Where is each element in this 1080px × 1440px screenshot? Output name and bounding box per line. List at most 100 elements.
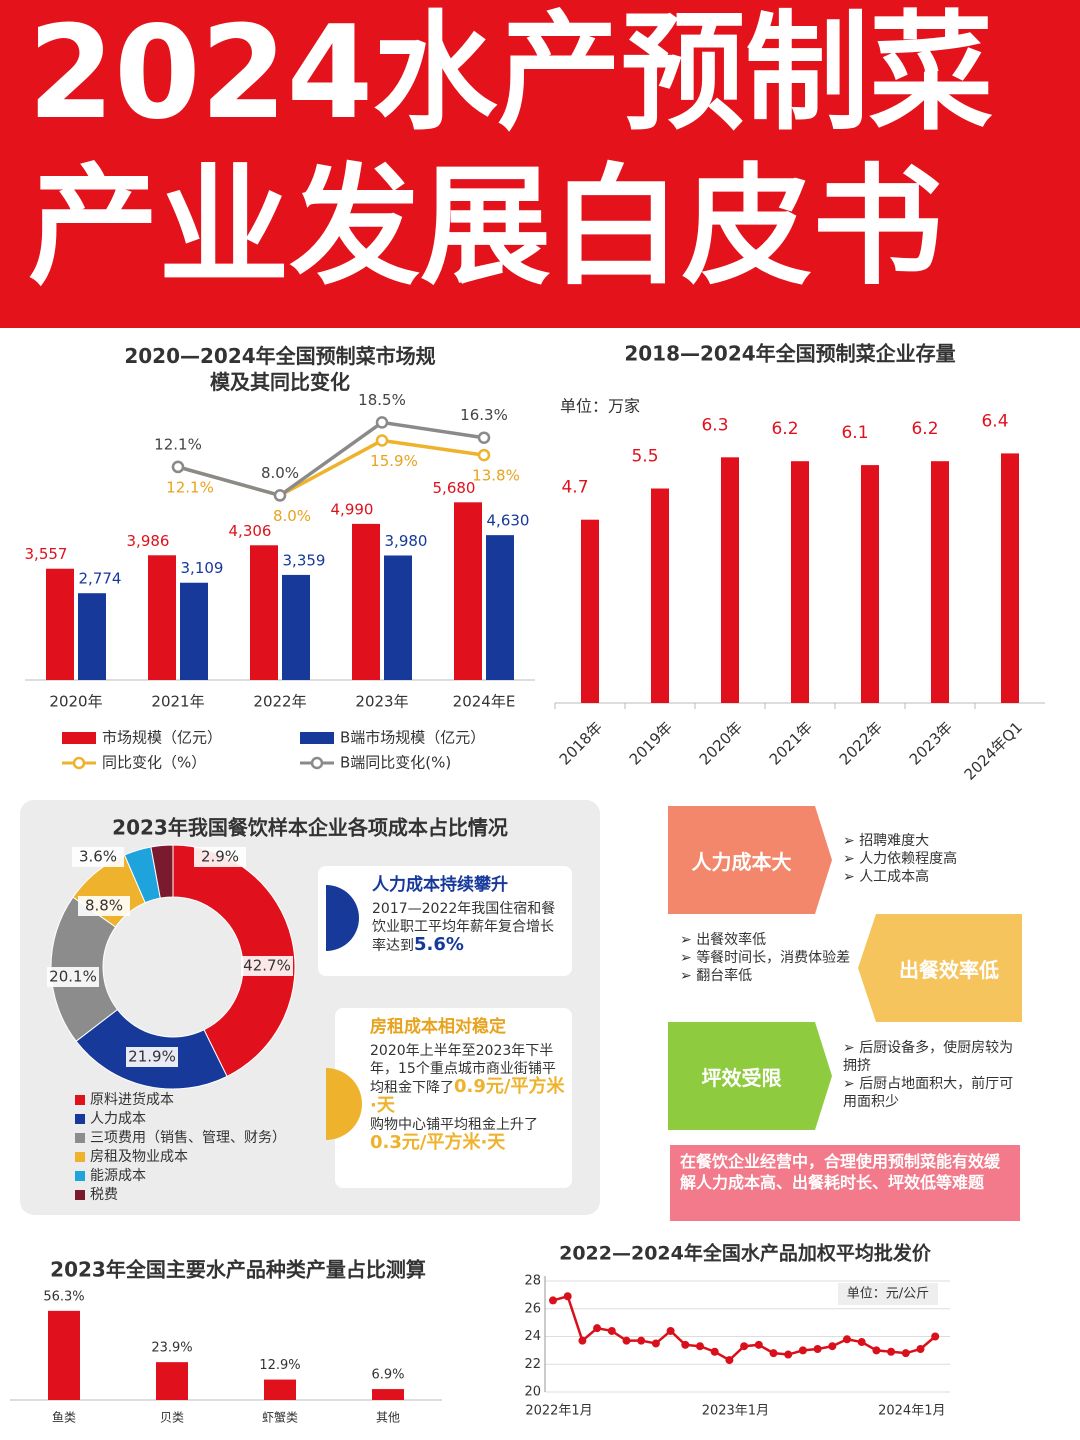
x-tick-label: 鱼类 <box>52 1411 76 1425</box>
note-text: 购物中心铺平均租金上升了 <box>370 1117 538 1133</box>
note-text: 2020年上半年至2023年下半年，15个重点城市商业街铺平均租金下降了 <box>370 1043 556 1096</box>
bar <box>721 457 739 703</box>
point <box>872 1346 881 1355</box>
x-tick-label: 2023年 <box>355 693 408 711</box>
value-label: 6.2 <box>911 419 938 439</box>
point <box>725 1356 734 1365</box>
x-tick-label: 2020年 <box>49 693 102 711</box>
legend-label: 能源成本 <box>90 1168 146 1184</box>
label-bg <box>78 896 130 916</box>
value-label: 5.5 <box>631 447 658 467</box>
pain-list: 后厨设备多，使厨房较为拥挤 后厨占地面积大，前厅可用面积少 <box>843 1039 1015 1111</box>
note-box <box>318 866 572 976</box>
note-highlight: 5.6% <box>414 934 464 955</box>
value-label: 12.1% <box>154 435 202 453</box>
label-bg <box>72 847 124 867</box>
point <box>931 1332 940 1341</box>
note-highlight: 0.9元/平方米·天 <box>370 1076 565 1116</box>
bar <box>931 461 949 703</box>
bar <box>486 535 514 680</box>
unit-label: 单位：元/公斤 <box>847 1287 929 1302</box>
label-bg <box>47 967 99 987</box>
conclusion: 在餐饮企业经营中，合理使用预制菜能有效缓解人力成本高、出餐耗时长、坪效低等难题 <box>680 1152 1001 1192</box>
bar <box>48 1310 80 1400</box>
value-label: 4,306 <box>229 522 272 540</box>
pain-item: 翻台率低 <box>680 967 852 985</box>
value-label: 3,986 <box>127 532 170 550</box>
bar <box>651 488 669 703</box>
unit-label: 单位：万家 <box>560 397 640 416</box>
bar <box>46 568 74 680</box>
point <box>696 1342 704 1351</box>
point <box>784 1350 793 1359</box>
point <box>710 1347 719 1356</box>
point <box>563 1292 572 1301</box>
legend-label: 三项费用（销售、管理、财务） <box>90 1130 286 1146</box>
point <box>901 1349 910 1358</box>
point <box>798 1346 807 1355</box>
pain-box <box>858 914 1022 1022</box>
bar <box>1001 453 1019 703</box>
value-label: 6.4 <box>981 411 1008 431</box>
bar <box>861 465 879 703</box>
note-text: 2017—2022年我国住宿和餐饮业职工平均年薪年复合增长率达到 <box>372 901 556 954</box>
point <box>549 1296 557 1305</box>
point <box>740 1342 749 1351</box>
value-label: 4.7 <box>561 478 588 498</box>
bar <box>180 582 208 680</box>
value-label: 21.9% <box>128 1048 176 1066</box>
legend-swatch <box>75 1190 85 1200</box>
value-label: 4,630 <box>487 512 530 530</box>
bar <box>78 593 106 680</box>
chart-title: 2023年我国餐饮样本企业各项成本占比情况 <box>112 816 508 840</box>
value-label: 3,557 <box>25 545 68 563</box>
point <box>273 489 287 502</box>
chart-title: 2018—2024年全国预制菜企业存量 <box>624 342 955 366</box>
chart-title: 2020—2024年全国预制菜市场规模及其同比变化 <box>124 344 436 394</box>
x-tick-label: 2020年 <box>696 718 746 768</box>
x-tick-label: 2019年 <box>626 718 676 768</box>
point <box>887 1347 896 1356</box>
value-label: 56.3% <box>43 1289 84 1304</box>
bar <box>352 523 380 680</box>
legend-swatch <box>310 756 324 770</box>
legend-label: 同比变化（%） <box>102 754 206 772</box>
pain-item: 招聘难度大 <box>843 832 1013 850</box>
note-title: 房租成本相对稳定 <box>370 1017 506 1037</box>
value-label: 3,359 <box>283 551 326 569</box>
legend-swatch <box>75 1133 85 1143</box>
point <box>754 1340 763 1349</box>
point <box>843 1335 851 1344</box>
value-label: 6.9% <box>371 1368 404 1383</box>
legend-swatch <box>300 732 334 744</box>
legend-swatch <box>75 1171 85 1181</box>
point <box>769 1349 778 1358</box>
pain-label: 出餐效率低 <box>899 957 999 982</box>
point <box>622 1336 631 1345</box>
bar <box>581 519 599 703</box>
bar <box>454 502 482 680</box>
x-tick-label: 虾蟹类 <box>262 1410 298 1425</box>
header-bg <box>0 0 1080 328</box>
value-label: 15.9% <box>370 452 418 470</box>
point <box>916 1344 925 1353</box>
note-icon <box>326 1068 362 1140</box>
label-bg <box>241 956 293 976</box>
pain-list: 招聘难度大 人力依赖程度高 人工成本高 <box>843 832 1013 886</box>
bar <box>156 1362 188 1400</box>
x-tick-label: 2022年 <box>253 693 306 711</box>
value-label: 8.8% <box>85 897 123 915</box>
label-bg <box>194 847 246 867</box>
pain-item: 人力依赖程度高 <box>843 850 1013 868</box>
value-label: 6.2 <box>771 419 798 439</box>
point <box>651 1339 660 1348</box>
bar <box>264 1379 296 1400</box>
donut-slice <box>172 844 296 1078</box>
bar <box>282 574 310 680</box>
value-label: 6.3 <box>701 415 728 435</box>
point <box>666 1326 675 1335</box>
value-label: 42.7% <box>243 957 291 975</box>
note-box <box>335 1008 572 1188</box>
